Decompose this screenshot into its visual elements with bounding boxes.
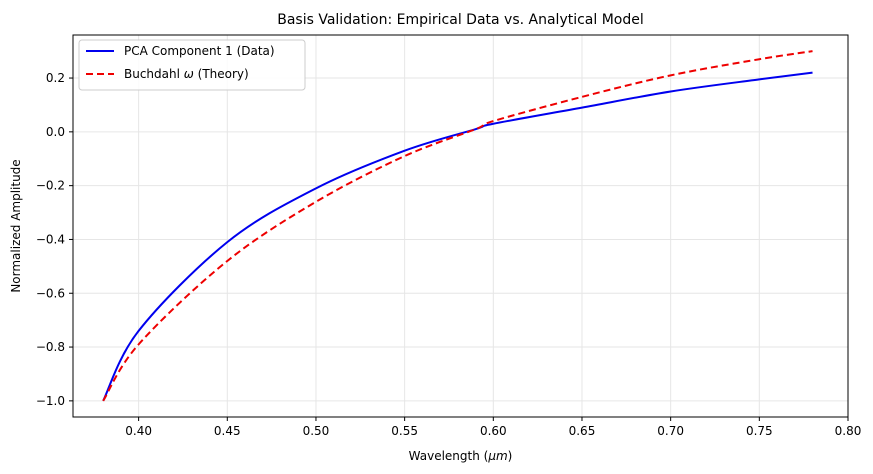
x-tick-label: 0.80 xyxy=(835,424,862,438)
y-tick-label: 0.2 xyxy=(46,71,65,85)
chart-title: Basis Validation: Empirical Data vs. Ana… xyxy=(277,12,644,28)
x-tick-label: 0.50 xyxy=(303,424,330,438)
x-tick-label: 0.70 xyxy=(657,424,684,438)
legend-label-buchdahl-tail: (Theory) xyxy=(194,67,249,81)
series-line-buchdahl xyxy=(102,50,813,402)
series-line-pca xyxy=(102,71,813,402)
legend-label-buchdahl-symbol: ω xyxy=(184,67,194,81)
y-tick-label: −0.2 xyxy=(36,179,65,193)
legend-box xyxy=(78,39,306,91)
x-axis-label-tail: ) xyxy=(508,449,513,463)
y-axis-ticks: −1.0 −0.8 −0.6 −0.4 −0.2 0.0 0.2 xyxy=(36,71,73,408)
plot-frame xyxy=(72,34,849,418)
x-axis-ticks: 0.40 0.45 0.50 0.55 0.60 0.65 0.70 0.75 0.80 xyxy=(125,417,861,438)
x-tick-label: 0.75 xyxy=(746,424,773,438)
y-tick-label: 0.0 xyxy=(46,125,65,139)
x-tick-label: 0.45 xyxy=(214,424,241,438)
x-axis-label: Wavelength (μm) xyxy=(409,449,513,463)
legend-label-buchdahl: Buchdahl ω (Theory) xyxy=(124,67,249,81)
y-tick-label: −1.0 xyxy=(36,394,65,408)
y-tick-label: −0.6 xyxy=(36,286,65,300)
x-axis-label-unit: μm xyxy=(487,449,507,463)
x-tick-label: 0.60 xyxy=(480,424,507,438)
series-layer xyxy=(102,50,813,402)
x-tick-label: 0.55 xyxy=(391,424,418,438)
legend-label-pca: PCA Component 1 (Data) xyxy=(124,44,275,58)
grid xyxy=(73,35,849,417)
x-tick-label: 0.40 xyxy=(125,424,152,438)
legend-label-buchdahl-main: Buchdahl xyxy=(124,67,184,81)
y-axis-label: Normalized Amplitude xyxy=(9,159,23,292)
x-axis-label-main: Wavelength ( xyxy=(409,449,489,463)
legend: PCA Component 1 (Data) Buchdahl ω (Theor… xyxy=(78,39,306,91)
y-tick-label: −0.8 xyxy=(36,340,65,354)
x-tick-label: 0.65 xyxy=(569,424,596,438)
y-tick-label: −0.4 xyxy=(36,232,65,246)
